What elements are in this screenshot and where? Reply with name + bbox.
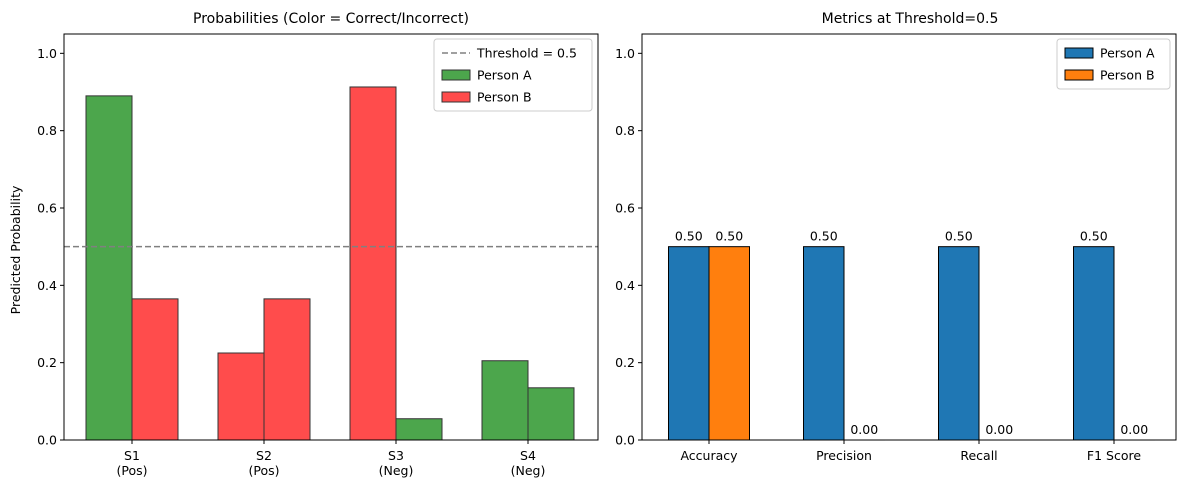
y-tick-label: 0.8 [615,123,635,138]
x-tick-label: (Pos) [116,463,147,478]
y-tick-label: 0.4 [615,278,635,293]
legend-label: Threshold = 0.5 [476,46,577,61]
legend-label: Person A [477,68,532,83]
chart-title: Probabilities (Color = Correct/Incorrect… [193,11,469,27]
person-a-bar [1074,247,1115,440]
y-axis-label: Predicted Probability [8,185,23,314]
y-tick-label: 1.0 [37,46,57,61]
bar-value-label: 0.00 [1120,422,1148,437]
bar-value-label: 0.50 [675,229,703,244]
person-a-bar [218,353,264,440]
x-tick-label: Recall [960,448,997,463]
legend-label: Person B [1100,68,1155,83]
x-tick-label: S2 [256,448,272,463]
x-tick-label: (Neg) [379,463,414,478]
bar-value-label: 0.50 [945,229,973,244]
y-tick-label: 0.6 [37,201,57,216]
person-b-bar [132,299,178,440]
legend-label: Person A [1100,46,1155,61]
x-tick-label: (Pos) [248,463,279,478]
legend-label: Person B [477,90,532,105]
bar-value-label: 0.50 [715,229,743,244]
person-a-bar [939,247,980,440]
chart-title: Metrics at Threshold=0.5 [822,11,999,27]
legend: Threshold = 0.5 Person A Person B [434,39,592,111]
person-a-bar [86,96,132,440]
x-tick-label: S1 [124,448,140,463]
person-b-bar [396,419,442,440]
person-a-bar [350,87,396,440]
x-tick-label: Accuracy [680,448,738,463]
x-tick-label: F1 Score [1087,448,1141,463]
legend-swatch [1065,48,1093,58]
bar-value-label: 0.00 [985,422,1013,437]
legend-swatch [442,92,470,102]
x-tick-label: S3 [388,448,404,463]
person-b-bar [709,247,750,440]
person-a-bar [669,247,710,440]
legend-swatch [442,70,470,80]
person-a-bar [804,247,845,440]
y-tick-label: 0.2 [37,355,57,370]
y-tick-label: 0.8 [37,123,57,138]
x-tick-label: (Neg) [511,463,546,478]
legend: Person A Person B [1057,39,1170,89]
bar-value-label: 0.50 [810,229,838,244]
x-tick-label: S4 [520,448,536,463]
y-tick-label: 1.0 [615,46,635,61]
person-a-bar [482,361,528,440]
bar-value-label: 0.00 [850,422,878,437]
person-b-bar [528,388,574,440]
x-tick-label: Precision [816,448,872,463]
y-tick-label: 0.0 [615,433,635,448]
y-tick-label: 0.2 [615,355,635,370]
y-tick-label: 0.4 [37,278,57,293]
person-b-bar [264,299,310,440]
y-tick-label: 0.6 [615,201,635,216]
bar-value-label: 0.50 [1080,229,1108,244]
y-tick-label: 0.0 [37,433,57,448]
legend-swatch [1065,70,1093,80]
